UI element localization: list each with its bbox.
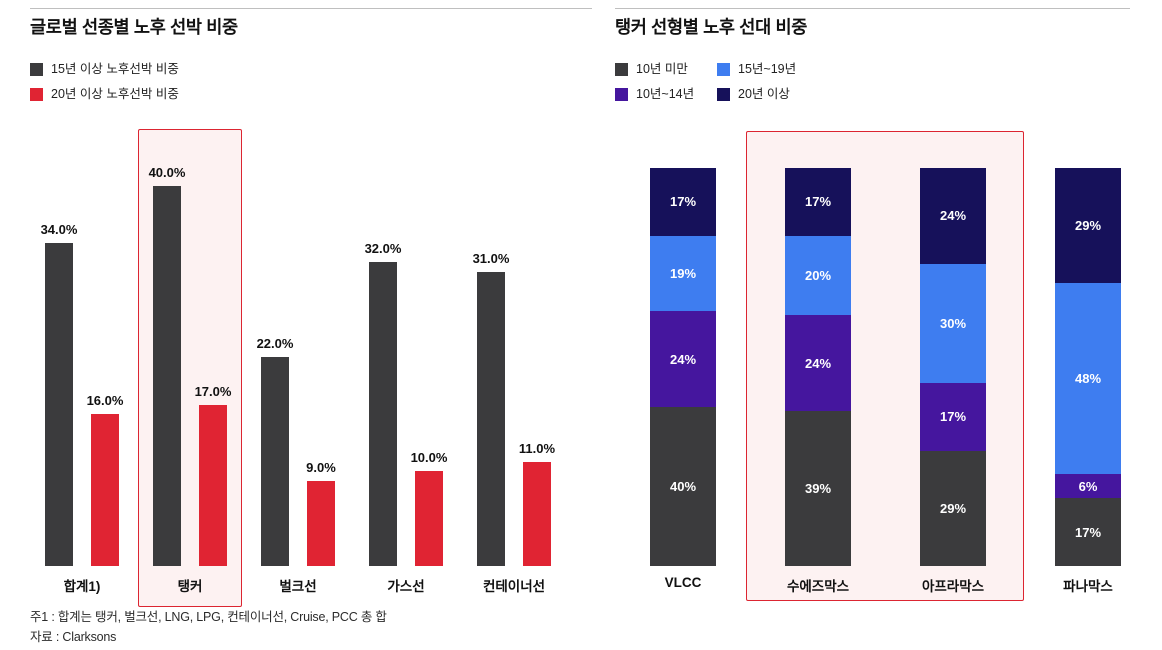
stack-segment: 17% [785,168,851,236]
footnote-note1: 주1 : 합계는 탱커, 벌크선, LNG, LPG, 컨테이너선, Cruis… [30,610,387,624]
right-chart-legend: 10년 미만 15년~19년 10년~14년 20년 이상 [615,61,845,102]
bar: 34.0% [41,222,77,566]
category-label: 수에즈막스 [786,579,850,594]
legend-label: 10년~14년 [636,87,695,101]
bar-group: 40.0% 17.0% [149,165,231,566]
stack-segment: 17% [650,168,716,236]
stack-segment: 19% [650,235,716,312]
category-label: 파나막스 [1063,579,1113,594]
left-chart-plot: 34.0% 16.0% 40.0% 17.0% 22.0% 9.0% 32.0% 10.0% 3… [30,129,592,607]
legend-swatch [717,87,730,101]
legend-swatch [717,62,730,76]
bar-group: 34.0% 16.0% [41,222,123,566]
stack-segment: 40% [650,406,716,566]
bar-value-label: 34.0% [40,222,78,237]
stack-segment: 6% [1055,474,1121,499]
stacked-bar: 17% 19% 24% 40% [650,168,716,566]
legend-item: 10년~14년 [615,86,717,102]
stacked-bar: 24% 30% 17% 29% [920,168,986,566]
footnote-source: 자료 : Clarksons [30,630,117,644]
bar-value-label: 10.0% [410,450,448,465]
legend-item: 20년 이상 [717,86,845,102]
legend-label: 15년~19년 [738,62,797,76]
legend-label: 10년 미만 [636,62,688,76]
legend-item: 15년~19년 [717,61,845,77]
stack-segment: 48% [1055,283,1121,475]
bar-value-label: 11.0% [518,440,556,456]
bar: 31.0% [473,251,509,566]
bar-group: 32.0% 10.0% [365,241,447,566]
category-label: 탱커 [177,579,203,594]
bar: 9.0% [306,460,336,566]
legend-label: 20년 이상 [738,87,790,101]
bar-group: 31.0% 11.0% [473,251,555,566]
stack-segment: 20% [785,235,851,316]
left-chart-category-axis: 합계1) 탱커 벌크선 가스선 컨테이너선 [30,575,592,595]
legend-item: 20년 이상 노후선박 비중 [30,86,250,102]
bar-value-label: 32.0% [364,241,402,256]
category-label: 가스선 [387,579,425,594]
right-chart-title: 탱커 선형별 노후 선대 비중 [615,17,808,37]
category-label: VLCC [664,575,702,590]
bar-value-label: 17.0% [194,383,232,399]
legend-swatch [30,62,43,76]
category-label: 합계1) [63,579,101,594]
stack-segment: 29% [1055,168,1121,284]
chart-footnotes: 주1 : 합계는 탱커, 벌크선, LNG, LPG, 컨테이너선, Cruis… [30,607,592,647]
legend-swatch [615,87,628,101]
legend-label: 15년 이상 노후선박 비중 [51,62,179,76]
stacked-bar: 29% 48% 6% 17% [1055,168,1121,566]
legend-swatch [30,87,43,101]
bar-value-label: 9.0% [306,459,336,475]
category-label: 아프라막스 [921,579,985,594]
global-fleet-age-chart-section: 글로벌 선종별 노후 선박 비중 15년 이상 노후선박 비중 20년 이상 노후… [30,8,592,647]
bar-group: 22.0% 9.0% [257,336,336,566]
right-chart-plot: 17% 19% 24% 40% 17% 20% 24% 39% 24% 30% 17% 29% 29% 4… [615,131,1130,601]
stack-segment: 24% [920,168,986,264]
category-label: 벌크선 [279,579,317,594]
legend-item: 10년 미만 [615,61,717,77]
stack-segment: 24% [650,311,716,407]
bar: 17.0% [195,384,231,566]
legend-label: 20년 이상 노후선박 비중 [51,87,179,101]
bar: 32.0% [365,241,401,566]
bar-value-label: 40.0% [148,165,186,180]
bar-value-label: 16.0% [86,393,124,408]
category-label: 컨테이너선 [482,579,546,594]
bar: 22.0% [257,336,293,566]
stack-segment: 24% [785,315,851,411]
legend-swatch [615,62,628,76]
left-chart-title: 글로벌 선종별 노후 선박 비중 [30,17,238,37]
bar: 16.0% [87,393,123,566]
stack-segment: 39% [785,410,851,566]
bar-value-label: 31.0% [472,250,510,266]
right-chart-category-axis: VLCC 수에즈막스 아프라막스 파나막스 [615,575,1130,595]
left-chart-legend: 15년 이상 노후선박 비중 20년 이상 노후선박 비중 [30,61,250,102]
tanker-fleet-age-chart-section: 탱커 선형별 노후 선대 비중 10년 미만 15년~19년 10년~14년 20년 … [615,8,1130,601]
stacked-bar: 17% 20% 24% 39% [785,168,851,566]
right-chart-bars: 17% 19% 24% 40% 17% 20% 24% 39% 24% 30% 17% 29% 29% 4… [615,168,1130,566]
bar: 40.0% [149,165,185,566]
bar: 10.0% [411,450,447,566]
bar-value-label: 22.0% [256,336,294,351]
stack-segment: 29% [920,450,986,566]
stack-segment: 17% [1055,498,1121,566]
bar: 11.0% [519,441,555,566]
stack-segment: 30% [920,263,986,383]
legend-item: 15년 이상 노후선박 비중 [30,61,250,77]
stack-segment: 17% [920,382,986,451]
left-chart-bars: 34.0% 16.0% 40.0% 17.0% 22.0% 9.0% 32.0% 10.0% 3… [30,141,592,566]
